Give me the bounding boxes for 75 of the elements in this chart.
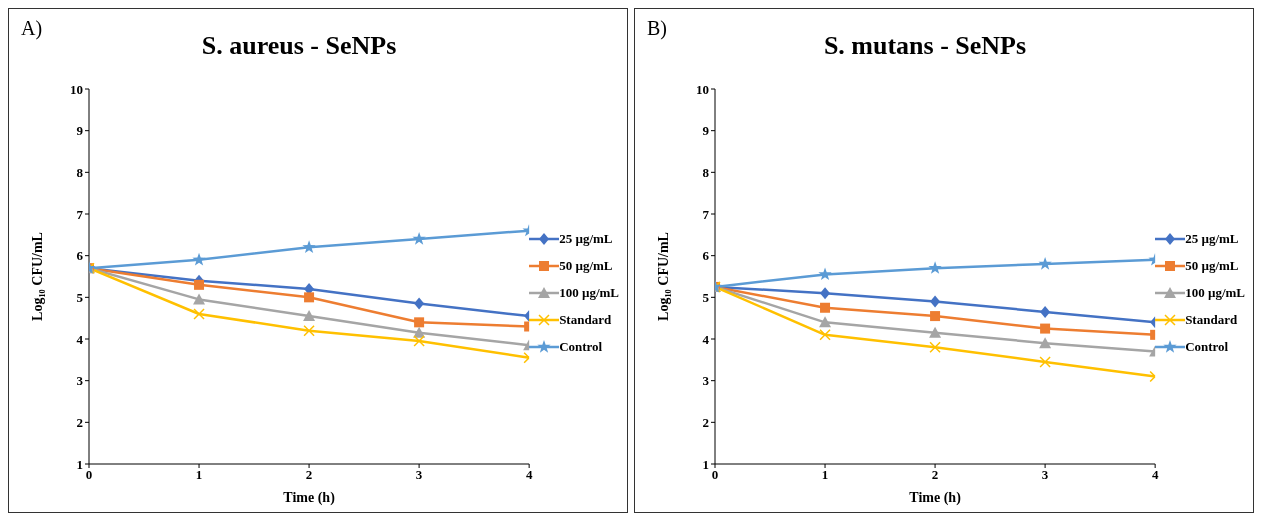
legend-label: 50 µg/mL [1185, 258, 1239, 274]
legend-label: 25 µg/mL [1185, 231, 1239, 247]
y-tick-label: 3 [702, 373, 710, 389]
y-tick-label: 10 [696, 81, 709, 97]
y-tick-label: 7 [76, 206, 84, 222]
y-tick-label: 1 [702, 456, 709, 472]
point [303, 324, 315, 337]
y-tick-label: 8 [702, 164, 710, 180]
point [192, 252, 206, 266]
point [819, 316, 832, 328]
point [930, 295, 941, 308]
x-tick-label: 1 [821, 467, 829, 483]
y-tick-label: 4 [76, 331, 84, 347]
point [930, 311, 941, 322]
y-axis-title: Log₁₀ CFU/mL [655, 232, 671, 321]
y-tick-label: 6 [702, 248, 710, 264]
point [1039, 356, 1051, 368]
point [193, 293, 206, 305]
x-tick-label: 3 [1041, 467, 1049, 483]
y-tick-label: 4 [702, 331, 710, 347]
y-tick-label: 2 [702, 414, 709, 430]
legend-label: 100 µg/mL [559, 285, 619, 301]
y-tick-label: 10 [70, 81, 83, 97]
x-tick-label: 4 [525, 467, 533, 483]
legend-label: Standard [1185, 312, 1238, 328]
point [820, 287, 831, 300]
point [412, 232, 426, 245]
x-tick-label: 0 [711, 467, 719, 483]
x-tick-label: 2 [931, 467, 939, 483]
x-tick-label: 3 [415, 467, 423, 483]
point [194, 279, 205, 290]
y-tick-label: 9 [702, 123, 710, 139]
point [303, 310, 316, 322]
y-tick-label: 1 [76, 456, 83, 472]
legend-label: Control [559, 339, 603, 355]
y-tick-label: 9 [76, 123, 84, 139]
point [302, 240, 316, 253]
y-axis-title: Log₁₀ CFU/mL [29, 232, 45, 321]
legend-label: 25 µg/mL [559, 231, 613, 247]
chart-title: S. mutans - SeNPs [822, 31, 1028, 61]
y-tick-label: 8 [76, 164, 84, 180]
legend-label: 100 µg/mL [1185, 285, 1245, 301]
point [929, 341, 941, 354]
x-axis-title: Time (h) [283, 490, 336, 506]
point [929, 326, 942, 338]
point [413, 335, 425, 347]
point [414, 297, 425, 310]
x-tick-label: 1 [195, 467, 203, 483]
point [414, 317, 425, 328]
point [819, 329, 831, 341]
x-tick-label: 2 [305, 467, 313, 483]
point [1040, 305, 1051, 318]
y-tick-label: 7 [702, 206, 710, 222]
y-tick-label: 5 [76, 289, 84, 305]
point [928, 261, 942, 274]
point [1038, 257, 1052, 270]
text: B) [647, 17, 667, 40]
point [193, 308, 205, 320]
x-tick-label: 0 [85, 467, 93, 483]
y-tick-label: 3 [76, 373, 84, 389]
point [1039, 337, 1052, 349]
y-tick-label: 6 [76, 248, 84, 264]
point [820, 302, 831, 313]
text: A) [21, 17, 43, 40]
legend-label: Control [1185, 339, 1229, 355]
legend-label: 50 µg/mL [559, 258, 613, 274]
legend-label: Standard [559, 312, 612, 328]
chart-title: S. aureus - SeNPs [200, 31, 398, 61]
point [818, 267, 832, 281]
y-tick-label: 2 [76, 414, 83, 430]
point [304, 292, 315, 303]
y-tick-label: 5 [702, 289, 710, 305]
x-axis-title: Time (h) [909, 490, 962, 506]
x-tick-label: 4 [1151, 467, 1159, 483]
point [1040, 323, 1051, 334]
